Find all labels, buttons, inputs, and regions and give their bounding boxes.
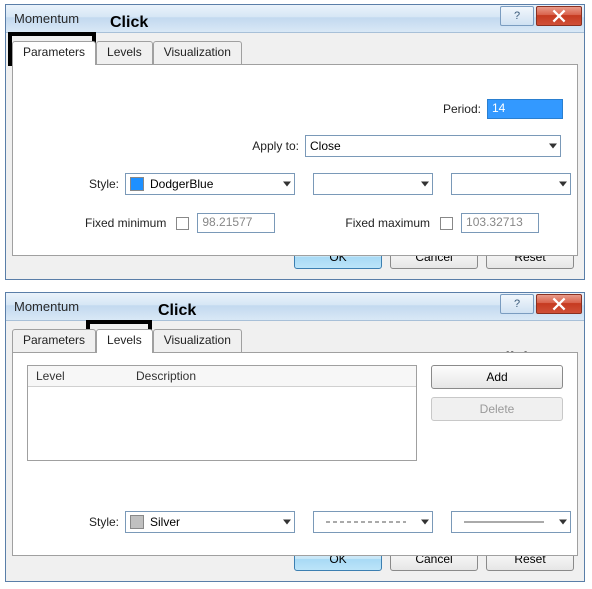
fixedmin-checkbox[interactable] — [176, 217, 189, 230]
line-style-combo[interactable] — [313, 511, 433, 533]
col-level[interactable]: Level — [28, 366, 128, 386]
applyto-combo[interactable]: Close — [305, 135, 561, 157]
period-input[interactable]: 14 — [487, 99, 563, 119]
chevron-down-icon — [421, 182, 429, 187]
chevron-down-icon — [559, 520, 567, 525]
dialog-levels: Momentum ? Parameters Levels Visualizati… — [5, 292, 585, 582]
panel-body: Period: 14 Apply to: Close Style: Dodger… — [12, 64, 578, 256]
style-label: Style: — [85, 177, 125, 191]
tab-levels[interactable]: Levels — [96, 329, 153, 353]
style-color-combo[interactable]: DodgerBlue — [125, 173, 295, 195]
levels-list[interactable]: Level Description — [27, 365, 417, 461]
tab-visualization[interactable]: Visualization — [153, 329, 242, 353]
chevron-down-icon — [283, 182, 291, 187]
window-title: Momentum — [14, 299, 79, 314]
tab-levels[interactable]: Levels — [96, 41, 153, 65]
fixedmax-input[interactable]: 103.32713 — [461, 213, 539, 233]
col-description[interactable]: Description — [128, 366, 204, 386]
style-label: Style: — [85, 515, 125, 529]
fixedmin-label: Fixed minimum — [85, 216, 172, 230]
tab-strip: Parameters Levels Visualization — [6, 41, 584, 65]
applyto-label: Apply to: — [245, 139, 305, 153]
line-width-combo[interactable] — [451, 173, 571, 195]
fixedmax-checkbox[interactable] — [440, 217, 453, 230]
tab-visualization[interactable]: Visualization — [153, 41, 242, 65]
tab-parameters[interactable]: Parameters — [12, 41, 96, 65]
color-swatch-icon — [130, 515, 144, 529]
add-button[interactable]: Add — [431, 365, 563, 389]
line-style-combo[interactable] — [313, 173, 433, 195]
chevron-down-icon — [559, 182, 567, 187]
fixedmin-input[interactable]: 98.21577 — [197, 213, 275, 233]
style-color-name: DodgerBlue — [150, 177, 213, 191]
chevron-down-icon — [421, 520, 429, 525]
period-label: Period: — [443, 102, 487, 116]
style-color-name: Silver — [150, 515, 180, 529]
titlebar[interactable]: Momentum ? — [6, 293, 584, 321]
tab-strip: Parameters Levels Visualization — [6, 329, 584, 353]
applyto-value: Close — [310, 139, 341, 153]
window-title: Momentum — [14, 11, 79, 26]
dialog-parameters: Momentum ? Parameters Levels Visualizati… — [5, 4, 585, 280]
list-header: Level Description — [28, 366, 416, 387]
style-color-combo[interactable]: Silver — [125, 511, 295, 533]
chevron-down-icon — [549, 144, 557, 149]
help-button[interactable]: ? — [500, 294, 534, 314]
help-button[interactable]: ? — [500, 6, 534, 26]
fixedmax-label: Fixed maximum — [345, 216, 436, 230]
chevron-down-icon — [283, 520, 291, 525]
color-swatch-icon — [130, 177, 144, 191]
line-width-combo[interactable] — [451, 511, 571, 533]
close-button[interactable] — [536, 294, 582, 314]
tab-parameters[interactable]: Parameters — [12, 329, 96, 353]
panel-body: Level Description Add Delete Style: Silv… — [12, 352, 578, 556]
close-button[interactable] — [536, 6, 582, 26]
titlebar[interactable]: Momentum ? — [6, 5, 584, 33]
delete-button[interactable]: Delete — [431, 397, 563, 421]
